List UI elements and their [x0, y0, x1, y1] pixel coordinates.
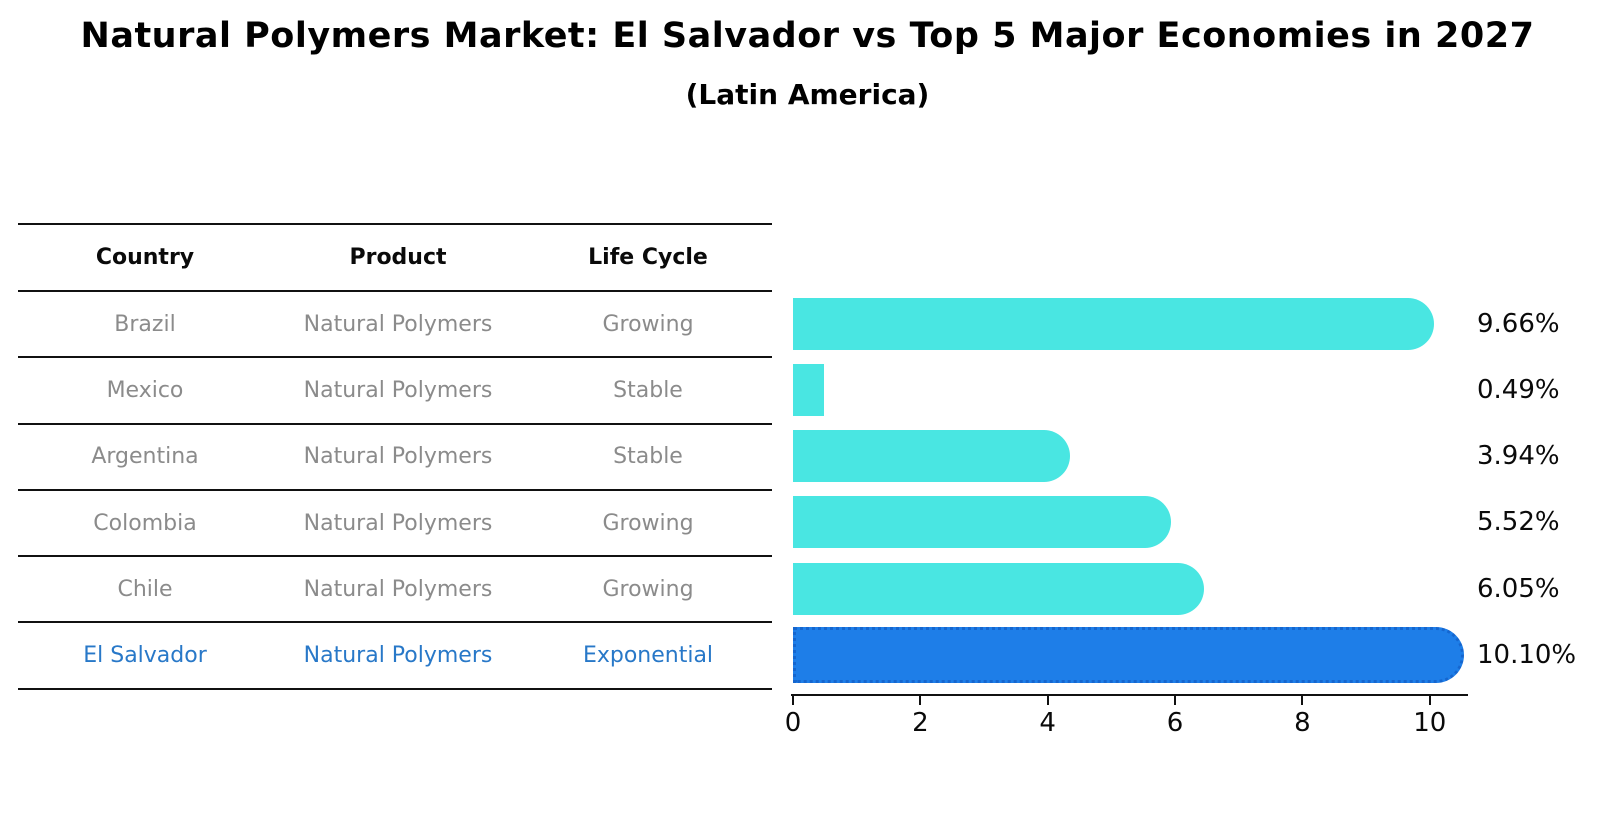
- country-table: Country Product Life Cycle Brazil Natura…: [18, 223, 772, 690]
- column-header-life-cycle: Life Cycle: [588, 245, 708, 270]
- x-axis-tick-mark-6: [1174, 696, 1177, 705]
- x-axis-tick-mark-10: [1428, 696, 1431, 705]
- x-axis-tick-mark-2: [919, 696, 922, 705]
- value-label-argentina: 3.94%: [1477, 441, 1560, 471]
- bar-chile: [793, 562, 1205, 615]
- cell-life-cycle: Growing: [602, 510, 694, 536]
- x-axis-line: [791, 694, 1468, 696]
- value-label-chile: 6.05%: [1477, 573, 1560, 604]
- table-row-el-salvador: El Salvador Natural Polymers Exponential: [18, 623, 772, 690]
- cell-product: Natural Polymers: [303, 444, 493, 470]
- column-header-country: Country: [95, 245, 195, 270]
- value-label-colombia: 5.52%: [1477, 507, 1560, 538]
- cell-life-cycle: Stable: [613, 444, 683, 470]
- x-axis-tick-label-6: 6: [1166, 708, 1184, 738]
- table-row-mexico: Mexico Natural Polymers Stable: [18, 358, 772, 425]
- table-row-chile: Chile Natural Polymers Growing: [18, 557, 772, 624]
- cell-life-cycle: Exponential: [582, 643, 714, 669]
- bar-brazil: [793, 297, 1435, 350]
- x-axis-tick-mark-8: [1301, 696, 1304, 705]
- chart-subtitle: (Latin America): [685, 78, 930, 111]
- cell-life-cycle: Growing: [602, 311, 694, 337]
- cell-life-cycle: Stable: [613, 377, 683, 403]
- x-axis-tick-mark-4: [1046, 696, 1049, 705]
- cell-country: El Salvador: [83, 643, 207, 669]
- table-row-brazil: Brazil Natural Polymers Growing: [18, 292, 772, 359]
- cell-country: Argentina: [91, 444, 199, 470]
- cell-product: Natural Polymers: [303, 643, 493, 669]
- bar-argentina: [793, 430, 1070, 482]
- x-axis-tick-label-4: 4: [1039, 708, 1056, 738]
- value-label-brazil: 9.66%: [1477, 308, 1560, 339]
- x-axis-tick-label-2: 2: [912, 708, 929, 738]
- bar-el-salvador: [793, 626, 1465, 683]
- value-label-mexico: 0.49%: [1477, 374, 1560, 405]
- cell-product: Natural Polymers: [303, 576, 493, 602]
- cell-product: Natural Polymers: [303, 377, 493, 403]
- x-axis-tick-mark-0: [792, 696, 794, 705]
- table-row-colombia: Colombia Natural Polymers Growing: [18, 491, 772, 558]
- value-label-el-salvador: 10.10%: [1477, 639, 1577, 670]
- cell-product: Natural Polymers: [303, 510, 493, 536]
- cell-product: Natural Polymers: [303, 311, 493, 337]
- cell-country: Colombia: [93, 510, 197, 536]
- x-axis-tick-label-0: 0: [784, 708, 802, 738]
- cell-country: Chile: [117, 576, 173, 602]
- chart-title: Natural Polymers Market: El Salvador vs …: [80, 16, 1535, 56]
- x-axis-tick-label-10: 10: [1413, 708, 1447, 738]
- column-header-product: Product: [349, 245, 447, 270]
- x-axis-tick-label-8: 8: [1294, 708, 1311, 738]
- cell-life-cycle: Growing: [602, 576, 694, 602]
- bar-mexico: [793, 363, 825, 416]
- table-header-row: Country Product Life Cycle: [18, 225, 772, 292]
- cell-country: Mexico: [106, 377, 184, 403]
- cell-country: Brazil: [114, 311, 176, 337]
- bar-colombia: [793, 496, 1171, 549]
- table-row-argentina: Argentina Natural Polymers Stable: [18, 425, 772, 491]
